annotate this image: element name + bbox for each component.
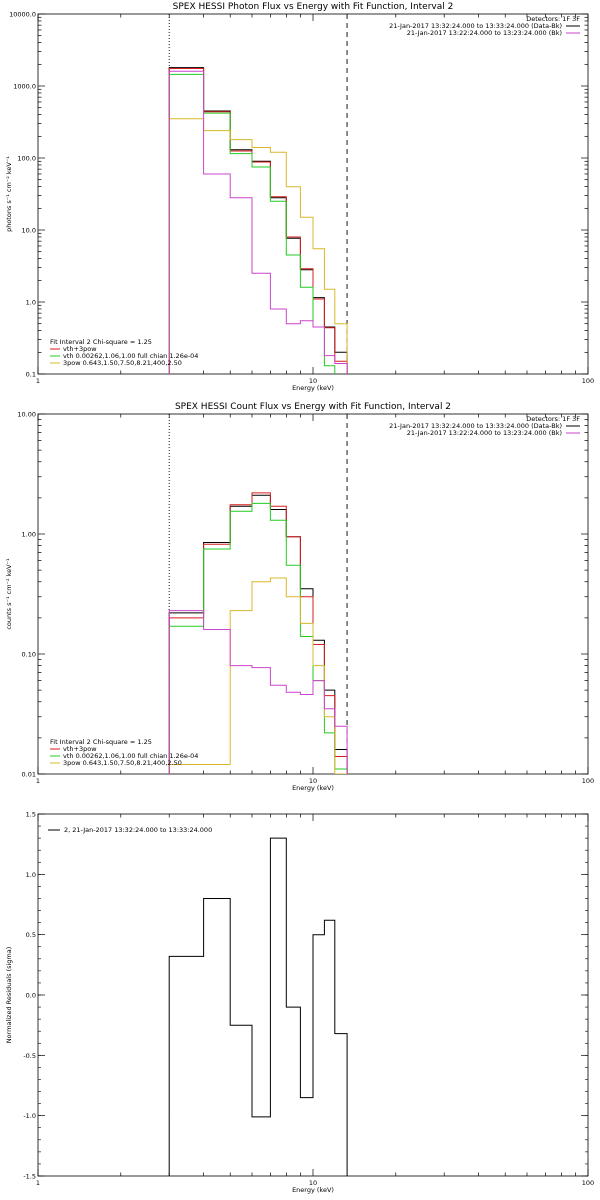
x-tick-label: 10 [309,377,317,385]
series-line [168,492,348,774]
y-tick-label: -1.5 [23,1173,36,1181]
y-axis: 0.01 0.10 1.00 10.00 counts s⁻¹ cm⁻² keV⁻¹ [5,411,588,779]
x-tick-label: 1 [36,777,40,785]
y-tick-label: 0.10 [22,651,36,659]
series-line [168,577,348,774]
series-line [168,502,348,774]
series-line [168,68,348,374]
legend-entry: 21-Jan-2017 13:22:24.000 to 13:23:24.000… [407,429,562,437]
detectors-label: Detectors: 1F 3F [526,415,580,423]
legend-bottom: Fit Interval 2 Chi-square = 1.25vth+3pow… [50,338,198,367]
x-axis-label: Energy (keV) [292,784,334,792]
y-tick-label: 1000.0 [13,83,36,91]
legend-entry: 21-Jan-2017 13:22:24.000 to 13:23:24.000… [407,29,562,37]
y-axis: 0.1 1.0 10.0 100.0 1000.0 10000.0 photons s⁻¹ … [5,11,588,379]
x-axis: 1 10 100 Energy (keV) [36,414,594,792]
legend-entry: 21-Jan-2017 13:32:24.000 to 13:33:24.000… [389,422,562,430]
series-line [168,73,336,374]
series-group [168,67,348,374]
y-axis-label: counts s⁻¹ cm⁻² keV⁻¹ [5,558,13,630]
x-axis: 1 10 100 Energy (keV) [36,14,594,392]
x-tick-label: 10 [309,777,317,785]
series-line [168,67,348,374]
fit-info-header: Fit Interval 2 Chi-square = 1.25 [50,338,152,346]
series-line [168,118,348,374]
legend-entry: 3pow 0.643,1.50,7.50,8.21,400,2.50 [63,359,182,367]
y-tick-label: -0.5 [23,1052,36,1060]
legend-entry: vth 0.00262,1.06,1.00 full chian 1.26e-0… [63,352,198,360]
chart-title: SPEX HESSI Count Flux vs Energy with Fit… [175,402,451,412]
legend-entry: 3pow 0.643,1.50,7.50,8.21,400,2.50 [63,759,182,767]
y-tick-label: 1.0 [26,871,36,879]
x-tick-label: 10 [309,1179,317,1187]
x-tick-label: 100 [582,377,594,385]
legend-entry: vth 0.00262,1.06,1.00 full chian 1.26e-0… [63,752,198,760]
y-axis-label: Normalized Residuals (sigma) [5,947,13,1044]
series-line [168,70,348,374]
x-tick-label: 100 [582,777,594,785]
y-tick-label: 1.0 [26,299,36,307]
y-tick-label: 0.0 [26,992,36,1000]
x-axis-label: Energy (keV) [292,384,334,392]
series-line [168,494,348,774]
chart-title: SPEX HESSI Photon Flux vs Energy with Fi… [173,2,454,12]
y-tick-label: 10000.0 [9,11,36,19]
y-tick-label: 10.00 [17,411,36,419]
legend-top: 2, 21-Jan-2017 13:32:24.000 to 13:33:24.… [48,826,212,834]
legend-entry: vth+3pow [63,745,97,753]
x-axis-label: Energy (keV) [292,1186,334,1194]
y-tick-label: 10.0 [22,227,36,235]
legend-bottom: Fit Interval 2 Chi-square = 1.25vth+3pow… [50,738,198,767]
y-tick-label: -1.0 [23,1112,36,1120]
count-flux-chart: SPEX HESSI Count Flux vs Energy with Fit… [5,402,594,792]
x-tick-label: 1 [36,377,40,385]
x-axis: 1 10 100 Energy (keV) [36,814,594,1194]
series-group [168,492,348,774]
series-group [168,837,348,1176]
fit-info-header: Fit Interval 2 Chi-square = 1.25 [50,738,152,746]
photon-flux-chart: SPEX HESSI Photon Flux vs Energy with Fi… [5,2,594,392]
y-tick-label: 1.5 [26,811,36,819]
detectors-label: Detectors: 1F 3F [526,15,580,23]
x-tick-label: 100 [582,1179,594,1187]
legend-entry: vth+3pow [63,345,97,353]
series-line [168,610,348,774]
legend-entry: 2, 21-Jan-2017 13:32:24.000 to 13:33:24.… [64,826,212,834]
y-tick-label: 100.0 [17,155,36,163]
y-axis-label: photons s⁻¹ cm⁻² keV⁻¹ [5,156,13,232]
y-tick-label: 0.01 [22,771,36,779]
y-tick-label: 1.00 [22,531,36,539]
series-line [168,837,348,1176]
x-tick-label: 1 [36,1179,40,1187]
legend-entry: 21-Jan-2017 13:32:24.000 to 13:33:24.000… [389,22,562,30]
y-axis: -1.5 -1.0 -0.5 0.0 0.5 1.0 1.5 Normalized Resid… [5,811,588,1181]
y-tick-label: 0.5 [26,931,36,939]
y-tick-label: 0.1 [26,371,36,379]
